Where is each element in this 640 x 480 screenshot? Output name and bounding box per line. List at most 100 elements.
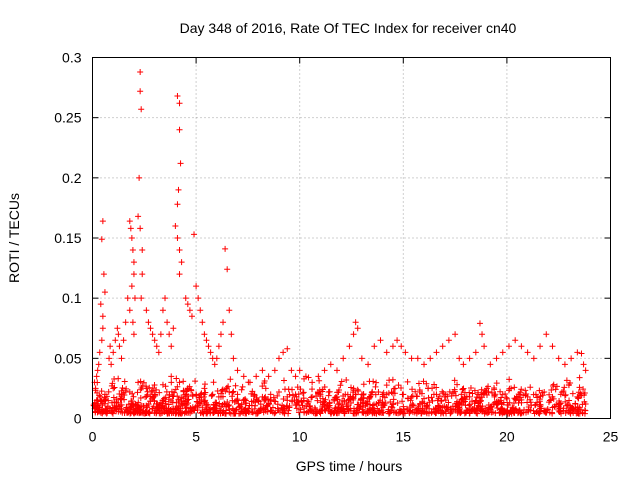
data-point: [249, 409, 256, 416]
data-point: [271, 367, 278, 374]
data-point: [300, 395, 307, 402]
data-point: [568, 405, 575, 412]
data-point: [98, 236, 105, 243]
data-point: [418, 410, 425, 417]
data-point: [563, 377, 570, 384]
y-tick-label: 0.15: [54, 230, 81, 246]
data-point: [92, 399, 99, 406]
data-point: [352, 319, 359, 326]
data-point: [556, 405, 563, 412]
data-point: [137, 88, 144, 95]
data-point: [154, 400, 161, 407]
data-point: [460, 385, 467, 392]
data-point: [451, 388, 458, 395]
x-axis-label: GPS time / hours: [296, 458, 403, 474]
data-point: [417, 406, 424, 413]
data-point: [210, 379, 217, 386]
data-point: [419, 399, 426, 406]
x-tick-label: 25: [603, 429, 619, 445]
data-point: [92, 409, 99, 416]
data-point: [457, 409, 464, 416]
data-point: [425, 394, 432, 401]
data-point: [421, 361, 428, 368]
data-point: [166, 331, 173, 338]
data-point: [389, 376, 396, 383]
y-tick-label: 0.25: [54, 110, 81, 126]
data-point: [191, 231, 198, 238]
data-point: [366, 378, 373, 385]
data-point: [230, 355, 237, 362]
data-point: [121, 391, 128, 398]
y-tick-label: 0.3: [62, 50, 82, 66]
data-point: [487, 361, 494, 368]
data-point: [359, 409, 366, 416]
data-point: [452, 331, 459, 338]
data-point: [445, 399, 452, 406]
data-point: [94, 367, 101, 374]
data-point: [369, 388, 376, 395]
y-tick-label: 0.05: [54, 350, 81, 366]
data-point: [163, 388, 170, 395]
data-point: [494, 404, 501, 411]
data-point: [193, 398, 200, 405]
data-point: [455, 401, 462, 408]
data-point: [192, 403, 199, 410]
data-point: [497, 406, 504, 413]
data-point: [225, 402, 232, 409]
x-tick-label: 20: [499, 429, 515, 445]
data-point: [360, 391, 367, 398]
data-point: [511, 409, 518, 416]
data-point: [174, 201, 181, 208]
data-point: [320, 398, 327, 405]
data-point: [113, 403, 120, 410]
data-point: [175, 186, 182, 193]
data-point: [348, 384, 355, 391]
data-point: [492, 391, 499, 398]
data-point: [381, 394, 388, 401]
data-point: [308, 394, 315, 401]
data-point: [241, 407, 248, 414]
data-point: [371, 343, 378, 350]
data-point: [336, 400, 343, 407]
data-point: [385, 390, 392, 397]
data-point: [234, 367, 241, 374]
data-point: [164, 319, 171, 326]
data-point: [156, 389, 163, 396]
data-point: [225, 383, 232, 390]
data-point: [407, 397, 414, 404]
data-point: [446, 388, 453, 395]
data-point: [373, 401, 380, 408]
data-point: [139, 247, 146, 254]
data-point: [550, 395, 557, 402]
data-point: [246, 408, 253, 415]
data-point: [569, 404, 576, 411]
data-point: [471, 400, 478, 407]
data-point: [358, 355, 365, 362]
data-point: [317, 399, 324, 406]
data-point: [139, 271, 146, 278]
data-point: [394, 399, 401, 406]
data-point: [487, 406, 494, 413]
data-point: [234, 397, 241, 404]
data-point: [539, 389, 546, 396]
data-point: [518, 409, 525, 416]
data-point: [550, 381, 557, 388]
data-point: [337, 382, 344, 389]
data-point: [565, 381, 572, 388]
data-point: [481, 410, 488, 417]
data-point: [414, 355, 421, 362]
data-point: [176, 379, 183, 386]
data-point: [364, 401, 371, 408]
data-point: [444, 393, 451, 400]
data-point: [372, 391, 379, 398]
data-point: [310, 409, 317, 416]
data-point: [240, 373, 247, 380]
data-point: [149, 385, 156, 392]
data-point: [326, 388, 333, 395]
data-point: [560, 388, 567, 395]
data-point: [138, 384, 145, 391]
data-point: [524, 399, 531, 406]
data-point: [176, 100, 183, 107]
data-point: [153, 343, 160, 350]
data-point: [293, 399, 300, 406]
